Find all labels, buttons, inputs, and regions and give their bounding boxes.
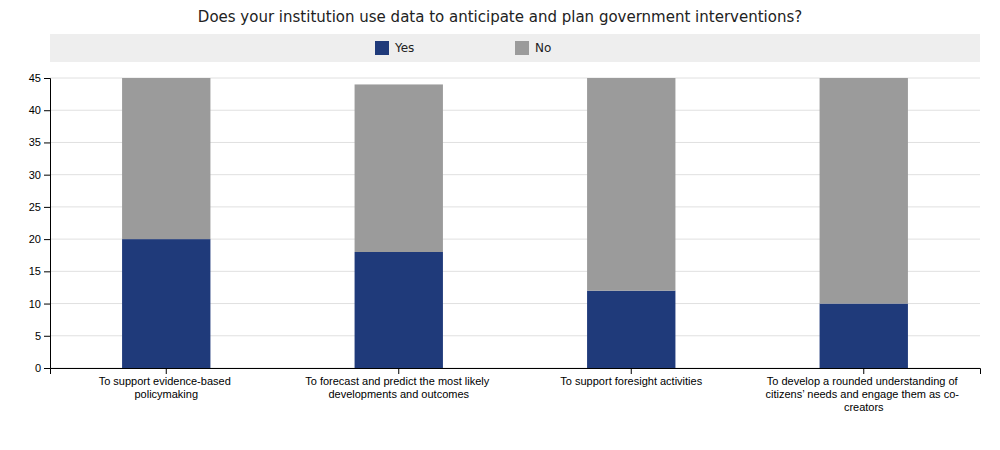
tick-mark: [166, 368, 167, 374]
tick-label: 15: [29, 265, 41, 277]
legend-background: [50, 34, 980, 62]
legend-swatch: [515, 41, 529, 55]
legend-label: No: [535, 41, 551, 55]
tick-mark: [398, 368, 399, 374]
tick-label: To forecast and predict the most likely …: [305, 375, 492, 400]
tick-label: 30: [29, 169, 41, 181]
grid: [50, 78, 980, 368]
tick-label: 20: [29, 233, 41, 245]
legend-item: No: [515, 41, 551, 55]
tick-label: 35: [29, 136, 41, 148]
bar: [820, 304, 908, 368]
tick: 25: [29, 201, 50, 213]
tick: To forecast and predict the most likely …: [305, 368, 492, 400]
tick: 30: [29, 169, 50, 181]
tick: 5: [35, 330, 50, 342]
tick: To support evidence-based policymaking: [99, 368, 234, 400]
tick: To support foresight activities: [560, 368, 702, 387]
bar: [820, 78, 908, 304]
axis-line: [44, 79, 51, 369]
axis-line: [51, 369, 981, 375]
tick-mark: [44, 78, 50, 79]
legend-swatch: [375, 41, 389, 55]
tick-mark: [44, 336, 50, 337]
tick-mark: [631, 368, 632, 374]
tick-label: To support foresight activities: [560, 375, 702, 387]
tick: 10: [29, 298, 50, 310]
legend: Yes No: [50, 34, 980, 62]
plot: 0 5 10 15 20 25 30 35 40 45 To support evidence-ba…: [29, 72, 981, 413]
tick-label: 10: [29, 298, 41, 310]
bar: [122, 78, 210, 239]
tick-mark: [44, 175, 50, 176]
tick-mark: [44, 239, 50, 240]
tick-label: To support evidence-based policymaking: [99, 375, 234, 400]
series: [122, 239, 908, 368]
tick-label: To develop a rounded understanding of ci…: [766, 375, 963, 413]
tick-mark: [44, 207, 50, 208]
tick: To develop a rounded understanding of ci…: [766, 368, 963, 413]
tick-mark: [44, 271, 50, 272]
tick: 40: [29, 104, 50, 116]
tick: 35: [29, 136, 50, 148]
x-axis: To support evidence-based policymaking To…: [51, 368, 981, 413]
tick-mark: [863, 368, 864, 374]
bar: [122, 239, 210, 368]
bar: [587, 291, 675, 368]
legend-label: Yes: [394, 41, 414, 55]
tick-mark: [44, 110, 50, 111]
tick: 0: [35, 362, 50, 374]
tick-label: 5: [35, 330, 41, 342]
tick-label: 0: [35, 362, 41, 374]
tick-label: 40: [29, 104, 41, 116]
tick: 15: [29, 265, 50, 277]
bar: [355, 84, 443, 252]
tick-mark: [44, 368, 50, 369]
y-axis: 0 5 10 15 20 25 30 35 40 45: [29, 72, 51, 374]
title: Does your institution use data to antici…: [198, 8, 802, 26]
tick: 45: [29, 72, 50, 84]
tick: 20: [29, 233, 50, 245]
legend-item: Yes: [375, 41, 414, 55]
tick-label: 45: [29, 72, 41, 84]
tick-label: 25: [29, 201, 41, 213]
series: [122, 78, 908, 304]
bars: [122, 78, 908, 368]
tick-mark: [44, 304, 50, 305]
bar: [587, 78, 675, 291]
tick-mark: [44, 142, 50, 143]
chart: Does your institution use data to antici…: [0, 0, 1000, 450]
bar: [355, 252, 443, 368]
